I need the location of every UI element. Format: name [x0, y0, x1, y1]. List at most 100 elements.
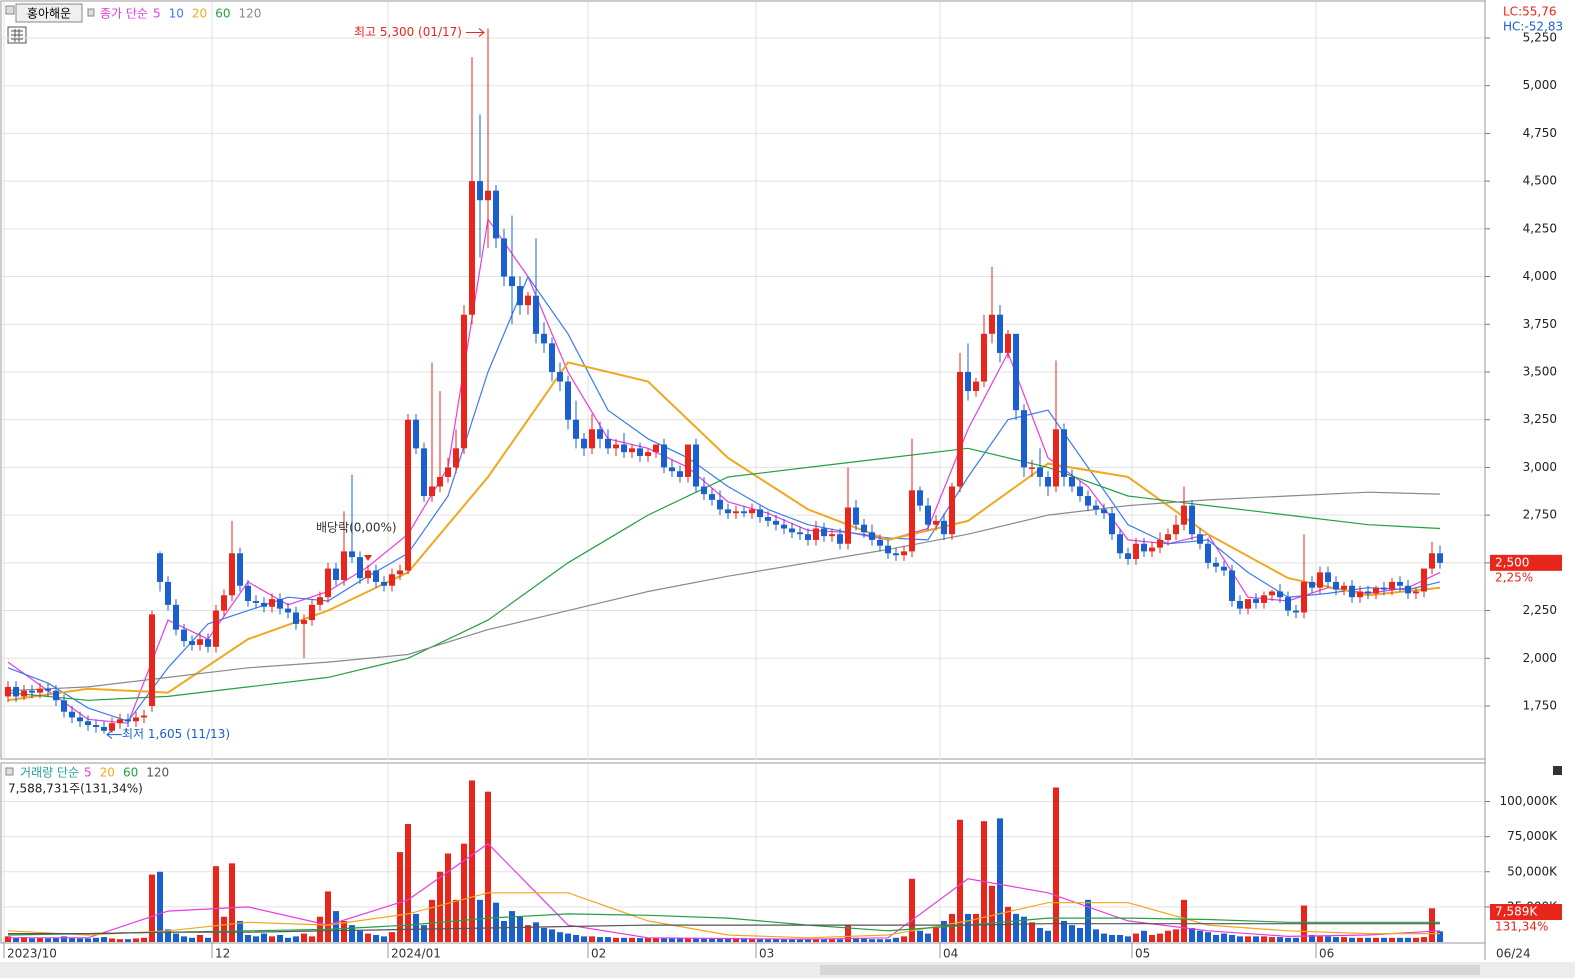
menu-icon[interactable]	[5, 5, 15, 15]
candle-body	[445, 467, 451, 477]
volume-bar	[813, 939, 819, 942]
y-tick-label: 5,250	[1523, 30, 1557, 44]
volume-bar	[277, 934, 283, 942]
candle-body	[989, 314, 995, 334]
volume-bar	[413, 913, 419, 942]
volume-bar	[173, 933, 179, 942]
candle-body	[725, 509, 731, 514]
volume-bar	[917, 930, 923, 942]
candle-body	[173, 604, 179, 630]
candle-body	[1373, 587, 1379, 594]
volume-bar	[1069, 925, 1075, 942]
y-tick-label: 4,000	[1523, 269, 1557, 283]
volume-bar	[781, 939, 787, 942]
candle-body	[1045, 476, 1051, 487]
candle-body	[1221, 566, 1227, 571]
volume-bar	[941, 920, 947, 942]
scroll-thumb[interactable]	[820, 965, 1480, 975]
candle-body	[1269, 591, 1275, 596]
volume-bar	[1325, 936, 1331, 942]
legend-entry: 10	[169, 7, 184, 21]
candle-body	[1037, 467, 1043, 477]
candle-body	[1165, 534, 1171, 540]
candle-body	[981, 333, 987, 382]
volume-bar	[189, 937, 195, 942]
candle-body	[1189, 505, 1195, 535]
volume-bar	[245, 934, 251, 942]
candle-body	[381, 581, 387, 586]
volume-bar	[653, 938, 659, 942]
candle-body	[1237, 601, 1243, 609]
candle-body	[429, 486, 435, 497]
candle-body	[901, 551, 907, 556]
legend-entry: 60	[215, 7, 230, 21]
candle-body	[949, 486, 955, 535]
volume-bar	[541, 927, 547, 942]
candle-body	[1109, 513, 1115, 535]
volume-bar	[1213, 934, 1219, 942]
volume-icon[interactable]	[5, 767, 14, 776]
candle-body	[413, 419, 419, 449]
candle-body	[621, 444, 627, 453]
volume-bar	[109, 938, 115, 942]
volume-bar	[429, 899, 435, 942]
candle-body	[1293, 610, 1299, 613]
candle-body	[13, 686, 19, 697]
candle-body	[1141, 543, 1147, 552]
candle-body	[973, 381, 979, 392]
candle-body	[1357, 591, 1363, 598]
volume-bar	[1293, 937, 1299, 942]
stock-button[interactable]	[15, 3, 83, 23]
candle-body	[293, 612, 299, 624]
moving-average	[7, 913, 1440, 936]
candle-body	[797, 532, 803, 535]
candle-body	[117, 719, 123, 724]
candle-body	[1205, 543, 1211, 563]
candle-body	[941, 520, 947, 535]
volume-bar	[1029, 922, 1035, 942]
candle-body	[237, 553, 243, 586]
candle-body	[645, 452, 651, 456]
y-tick-label: 3,500	[1523, 364, 1557, 378]
candle-body	[1333, 581, 1339, 590]
candle-body	[1229, 570, 1235, 602]
candle-body	[685, 444, 691, 477]
volume-bar	[405, 824, 411, 942]
candle-body	[1253, 599, 1259, 603]
candle-body	[709, 494, 715, 500]
volume-bar	[997, 818, 1003, 942]
volume-bar	[1429, 908, 1435, 942]
volume-bar	[77, 938, 83, 942]
candle-body	[1093, 505, 1099, 510]
candle-body	[669, 467, 675, 472]
volume-bar	[1269, 937, 1275, 942]
volume-bar	[797, 939, 803, 942]
candle-body	[1437, 553, 1443, 563]
volume-bar	[565, 933, 571, 942]
volume-bar	[717, 938, 723, 942]
change-label: 2,25%	[1495, 570, 1533, 584]
moving-average	[8, 842, 1441, 940]
moving-average	[7, 447, 1441, 701]
volume-bar	[45, 938, 51, 942]
candle-body	[1077, 486, 1083, 497]
volume-bar	[421, 925, 427, 942]
candle-body	[1101, 509, 1107, 514]
candle-body	[221, 595, 227, 611]
candle-body	[549, 343, 555, 372]
moving-average	[7, 491, 1441, 692]
low-annotation: 최저 1,605 (11/13)	[122, 727, 230, 741]
legend-entry: 20	[100, 766, 115, 780]
candle-body	[1341, 585, 1347, 590]
volume-bar	[389, 932, 395, 942]
volume-bar	[1413, 937, 1419, 942]
volume-bar	[773, 939, 779, 942]
volume-bar	[309, 936, 315, 942]
volume-bar	[141, 937, 147, 942]
close-button[interactable]	[1553, 766, 1562, 775]
legend-icon[interactable]	[87, 8, 95, 17]
volume-bar	[821, 939, 827, 942]
volume-bar	[85, 938, 91, 942]
candle-body	[805, 534, 811, 540]
